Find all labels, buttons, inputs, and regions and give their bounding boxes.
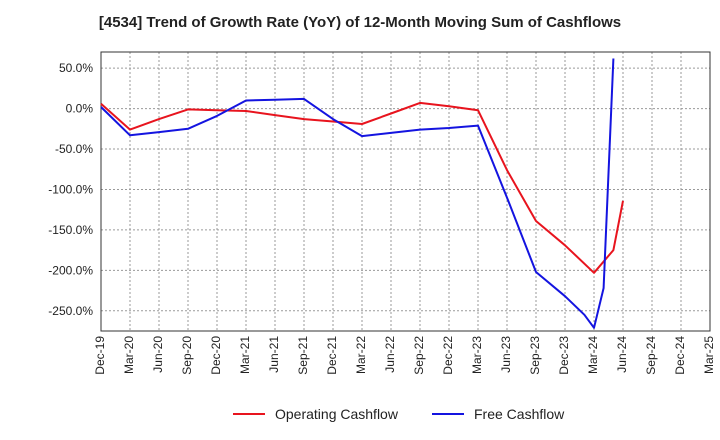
x-tick-label: Mar-25 [702, 336, 716, 374]
x-tick-label: Mar-22 [354, 336, 368, 374]
x-tick-label: Sep-23 [528, 336, 542, 375]
y-tick-label: -250.0% [48, 304, 93, 318]
x-tick-label: Sep-21 [296, 336, 310, 375]
x-tick-label: Mar-20 [122, 336, 136, 374]
x-tick-label: Jun-21 [267, 336, 281, 373]
y-tick-label: 50.0% [59, 61, 93, 75]
y-tick-label: -50.0% [55, 142, 93, 156]
x-tick-label: Jun-23 [499, 336, 513, 373]
x-tick-label: Mar-21 [238, 336, 252, 374]
series-lines [100, 58, 624, 329]
x-tick-label: Sep-22 [412, 336, 426, 375]
x-tick-label: Dec-21 [325, 336, 339, 375]
x-tick-label: Jun-22 [383, 336, 397, 373]
series-line [100, 101, 624, 274]
x-tick-label: Dec-20 [209, 336, 223, 375]
x-tick-label: Mar-24 [586, 336, 600, 374]
plot-frame [100, 51, 711, 332]
y-tick-label: 0.0% [66, 102, 94, 116]
x-tick-label: Dec-24 [673, 336, 687, 375]
x-axis-tick-labels: Dec-19 Mar-20 Jun-20 Sep-20 Dec-20 Mar-21 Jun-… [93, 336, 716, 375]
series-line [100, 58, 615, 329]
x-tick-label: Sep-24 [644, 336, 658, 375]
x-tick-label: Jun-20 [151, 336, 165, 373]
x-tick-label: Dec-22 [441, 336, 455, 375]
legend-label: Free Cashflow [474, 406, 565, 422]
y-tick-label: -150.0% [48, 223, 93, 237]
chart-title: [4534] Trend of Growth Rate (YoY) of 12-… [98, 14, 622, 31]
gridlines [100, 52, 711, 331]
legend-label: Operating Cashflow [275, 406, 399, 422]
y-axis-tick-labels: 50.0% 0.0% -50.0% -100.0% -150.0% -200.0% -250… [48, 61, 93, 318]
x-tick-label: Mar-23 [470, 336, 484, 374]
y-tick-label: -200.0% [48, 263, 93, 277]
x-tick-label: Jun-24 [615, 336, 629, 373]
x-tick-label: Dec-23 [557, 336, 571, 375]
y-tick-label: -100.0% [48, 182, 93, 196]
x-tick-label: Dec-19 [93, 336, 107, 375]
legend: Operating Cashflow Free Cashflow [233, 406, 565, 422]
x-tick-label: Sep-20 [180, 336, 194, 375]
